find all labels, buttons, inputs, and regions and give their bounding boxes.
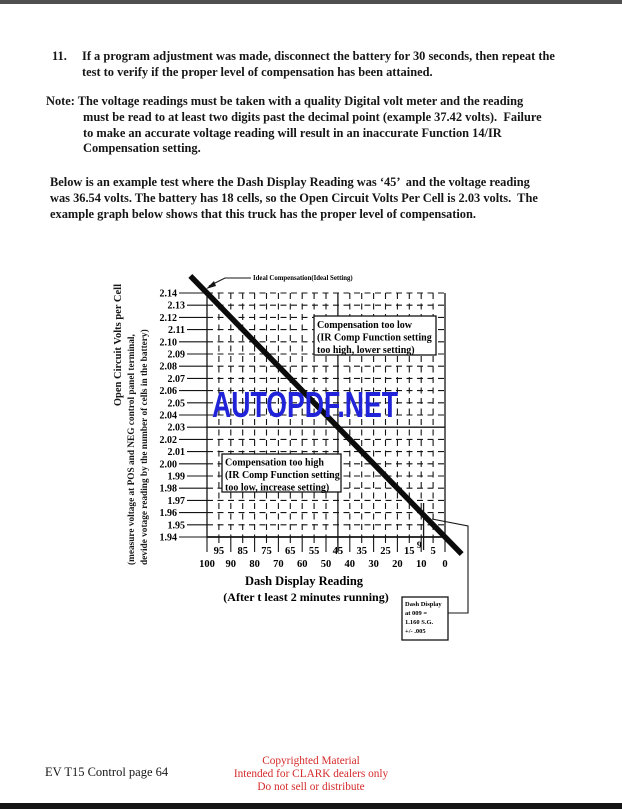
text-line: test to verify if the proper level of co… xyxy=(82,64,433,79)
x-tick-label: 85 xyxy=(237,546,248,557)
callout-box-text: 1.160 S.G. xyxy=(405,619,434,626)
y-tick-label: 2.07 xyxy=(168,374,186,385)
x-tick-label: 45 xyxy=(333,546,344,557)
ideal-label-arrowhead xyxy=(206,281,216,289)
y-tick-label: 2.11 xyxy=(168,325,185,336)
y-tick-label: 2.06 xyxy=(160,386,178,397)
x-axis-title: Dash Display Reading xyxy=(245,574,364,588)
y-tick-label: 1.94 xyxy=(160,533,178,544)
footer-copyright-line: Do not sell or distribute xyxy=(257,781,365,793)
x-tick-label: 5 xyxy=(430,546,435,557)
nine-marker-label: 9 xyxy=(417,541,422,551)
y-tick-label: 2.04 xyxy=(160,411,178,422)
callout-box-text: at 009 = xyxy=(405,610,427,617)
y-tick-label: 1.97 xyxy=(168,496,186,507)
watermark-text: AUTOPDF.NET xyxy=(212,384,398,425)
x-tick-label: 60 xyxy=(297,559,308,570)
note-paragraph: Note: The voltage readings must be taken… xyxy=(46,94,576,157)
y-tick-label: 2.01 xyxy=(168,447,186,458)
too-high-box-text: Compensation too high xyxy=(225,458,324,469)
y-tick-label: 2.03 xyxy=(168,423,186,434)
instruction-step-11: If a program adjustment was made, discon… xyxy=(82,49,582,81)
y-tick-label: 1.98 xyxy=(160,484,178,495)
x-tick-label: 40 xyxy=(345,559,356,570)
x-tick-label: 25 xyxy=(380,546,391,557)
footer-copyright-line: Intended for CLARK dealers only xyxy=(233,768,389,780)
compensation-chart: 2.142.132.122.112.10 2.092.082.072.062.05… xyxy=(160,273,469,641)
text-line: to make an accurate voltage reading will… xyxy=(83,125,502,140)
callout-box xyxy=(401,596,449,641)
x-tick-label: 70 xyxy=(273,559,284,570)
too-low-box-text: too high, lower setting) xyxy=(317,345,415,356)
too-low-box xyxy=(313,315,437,356)
y-tick-label: 1.96 xyxy=(160,508,178,519)
text-line: Below is an example test where the Dash … xyxy=(50,175,530,189)
x-tick-label: 100 xyxy=(199,559,215,570)
text-line: example graph below shows that this truc… xyxy=(50,206,476,221)
text-line: Note: The voltage readings must be taken… xyxy=(46,94,524,108)
text-line: Compensation setting. xyxy=(83,141,201,156)
page-bottom-border xyxy=(0,803,622,809)
x-tick-label: 80 xyxy=(249,559,260,570)
too-high-box xyxy=(221,453,342,493)
x-axis-subtitle: (After t least 2 minutes running) xyxy=(223,590,388,604)
list-item-number: 11. xyxy=(52,49,67,63)
x-tick-label: 75 xyxy=(261,546,272,557)
x-tick-label: 95 xyxy=(214,546,225,557)
ideal-compensation-line xyxy=(188,273,464,557)
y-tick-label: 2.13 xyxy=(168,301,186,312)
x-tick-label: 35 xyxy=(356,546,367,557)
footer-copyright-line: Copyrighted Material xyxy=(262,755,360,767)
x-tick-label: 65 xyxy=(285,546,296,557)
y-tick-label: 2.02 xyxy=(160,435,178,446)
y-tick-label: 2.08 xyxy=(160,362,178,373)
too-high-box-text: (IR Comp Function setting xyxy=(225,470,340,481)
x-tick-label: 15 xyxy=(404,546,415,557)
y-tick-label: 2.09 xyxy=(168,350,186,361)
too-high-box-text: too low, increase setting) xyxy=(225,483,329,494)
x-tick-label: 30 xyxy=(368,559,379,570)
y-tick-label: 2.14 xyxy=(160,289,178,300)
y-tick-label: 2.12 xyxy=(160,313,178,324)
too-low-box-text: (IR Comp Function setting xyxy=(317,333,432,344)
y-tick-label: 2.10 xyxy=(160,337,178,348)
footer-page-label: EV T15 Control page 64 xyxy=(45,765,169,779)
example-paragraph: Below is an example test where the Dash … xyxy=(50,175,580,222)
x-tick-label: 50 xyxy=(321,559,332,570)
y-tick-label: 2.00 xyxy=(160,459,178,470)
y-tick-label: 2.05 xyxy=(168,398,186,409)
y-tick-label: 1.95 xyxy=(168,520,186,531)
y-tick-label: 1.99 xyxy=(168,472,186,483)
footer-copyright: Copyrighted Material Intended for CLARK … xyxy=(0,755,622,794)
text-line: If a program adjustment was made, discon… xyxy=(82,49,555,63)
callout-box-text: Dash Display xyxy=(405,601,442,608)
callout-leader xyxy=(431,518,469,614)
ideal-line-label: Ideal Compensation(Ideal Setting) xyxy=(253,275,353,282)
too-low-box-text: Compensation too low xyxy=(317,320,413,331)
x-tick-label: 10 xyxy=(416,559,427,570)
x-tick-label: 20 xyxy=(392,559,403,570)
callout-box-text: +/- .005 xyxy=(405,628,426,635)
text-line: was 36.54 volts. The battery has 18 cell… xyxy=(50,190,538,205)
page-top-border xyxy=(0,0,622,4)
x-tick-label: 90 xyxy=(226,559,237,570)
text-line: must be read to at least two digits past… xyxy=(83,109,542,124)
x-tick-label: 55 xyxy=(309,546,320,557)
x-tick-label: 0 xyxy=(442,559,447,570)
